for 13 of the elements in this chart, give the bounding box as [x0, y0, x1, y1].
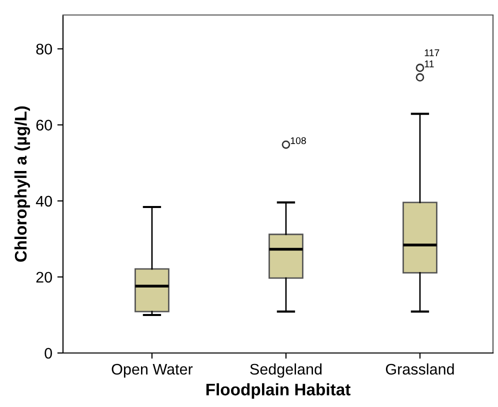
- x-tick-label: Open Water: [112, 364, 193, 378]
- y-axis-title: Chlorophyll a (µg/L): [14, 106, 30, 262]
- x-tick-label: Sedgeland: [250, 363, 322, 378]
- y-tick-label: 60: [36, 120, 52, 131]
- x-tick-label: Grassland: [386, 363, 454, 375]
- annotation: 108: [290, 137, 306, 144]
- y-tick-label: 80: [36, 44, 52, 55]
- y-tick-label: 0: [44, 348, 52, 359]
- y-tick-label: 20: [36, 272, 52, 283]
- x-axis-title: Floodplain Habitat: [206, 383, 350, 399]
- annotation: 117: [424, 49, 440, 56]
- annotation: 11: [424, 60, 434, 68]
- y-tick-label: 40: [36, 196, 52, 207]
